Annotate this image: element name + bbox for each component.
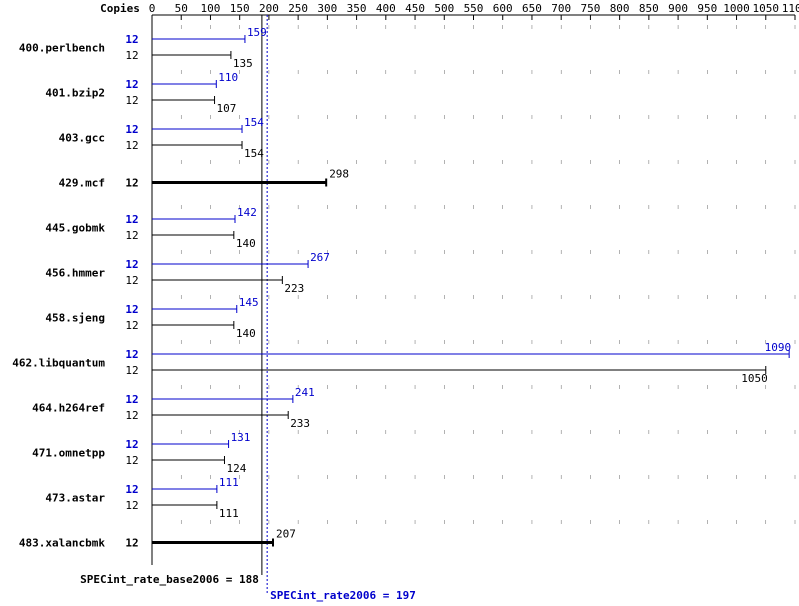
peak-value-label: 159 [247,26,267,39]
benchmark-name: 464.h264ref [32,402,105,415]
axis-tick-label: 450 [405,2,425,15]
base-copies-value: 12 [125,229,138,242]
base-value-label: 223 [284,282,304,295]
base-value-label: 107 [217,102,237,115]
benchmark-name: 456.hmmer [45,267,105,280]
footer-peak-label: SPECint_rate2006 = 197 [270,589,416,602]
peak-value-label: 111 [219,476,239,489]
peak-copies-value: 12 [125,348,138,361]
base-value-label: 233 [290,417,310,430]
benchmark-name: 400.perlbench [19,42,105,55]
peak-value-label: 154 [244,116,264,129]
base-copies-value: 12 [125,49,138,62]
peak-copies-value: 12 [125,438,138,451]
axis-tick-label: 400 [376,2,396,15]
axis-tick-label: 250 [288,2,308,15]
axis-tick-label: 500 [434,2,454,15]
peak-copies-value: 12 [125,258,138,271]
peak-value-label: 142 [237,206,257,219]
base-value-label: 154 [244,147,264,160]
base-value-label: 111 [219,507,239,520]
chart-background [0,0,799,606]
copies-value: 12 [125,177,138,190]
base-value-label: 135 [233,57,253,70]
axis-tick-label: 600 [493,2,513,15]
footer-base-label: SPECint_rate_base2006 = 188 [80,573,259,586]
benchmark-name: 471.omnetpp [32,447,105,460]
base-value-label: 207 [276,528,296,541]
base-value-label: 1050 [741,372,768,385]
peak-copies-value: 12 [125,123,138,136]
base-value-label: 298 [329,168,349,181]
peak-copies-value: 12 [125,393,138,406]
peak-copies-value: 12 [125,213,138,226]
benchmark-name: 462.libquantum [12,357,105,370]
peak-value-label: 1090 [765,341,792,354]
peak-value-label: 110 [218,71,238,84]
benchmark-name: 473.astar [45,492,105,505]
peak-copies-value: 12 [125,303,138,316]
axis-tick-label: 200 [259,2,279,15]
axis-tick-label: 1050 [753,2,780,15]
peak-value-label: 241 [295,386,315,399]
benchmark-name: 483.xalancbmk [19,537,105,550]
benchmark-name: 429.mcf [59,177,105,190]
base-copies-value: 12 [125,139,138,152]
peak-value-label: 131 [231,431,251,444]
axis-tick-label: 800 [610,2,630,15]
base-value-label: 140 [236,327,256,340]
base-copies-value: 12 [125,364,138,377]
copies-value: 12 [125,537,138,550]
axis-tick-label: 150 [230,2,250,15]
benchmark-chart: 0 50 100 150 200 250 300 350 400 450 500 550 600 650 7… [0,0,799,606]
base-copies-value: 12 [125,454,138,467]
axis-tick-label: 100 [201,2,221,15]
base-copies-value: 12 [125,94,138,107]
axis-tick-label: 50 [175,2,188,15]
axis-tick-label: 900 [668,2,688,15]
benchmark-name: 401.bzip2 [45,87,105,100]
axis-tick-label: 850 [639,2,659,15]
axis-tick-label: 950 [697,2,717,15]
benchmark-name: 458.sjeng [45,312,105,325]
base-value-label: 140 [236,237,256,250]
axis-tick-label: 0 [149,2,156,15]
base-copies-value: 12 [125,319,138,332]
benchmark-name: 403.gcc [59,132,105,145]
peak-copies-value: 12 [125,483,138,496]
axis-tick-label: 300 [317,2,337,15]
axis-tick-label: 700 [551,2,571,15]
peak-copies-value: 12 [125,33,138,46]
benchmark-name: 445.gobmk [45,222,105,235]
axis-tick-label: 1000 [723,2,750,15]
copies-header: Copies [100,2,140,15]
base-value-label: 124 [226,462,246,475]
axis-tick-label: 350 [347,2,367,15]
base-copies-value: 12 [125,409,138,422]
axis-tick-label: 650 [522,2,542,15]
base-copies-value: 12 [125,274,138,287]
axis-tick-label: 550 [464,2,484,15]
peak-value-label: 267 [310,251,330,264]
peak-copies-value: 12 [125,78,138,91]
base-copies-value: 12 [125,499,138,512]
axis-tick-label: 750 [580,2,600,15]
axis-tick-label: 1100 [782,2,799,15]
peak-value-label: 145 [239,296,259,309]
